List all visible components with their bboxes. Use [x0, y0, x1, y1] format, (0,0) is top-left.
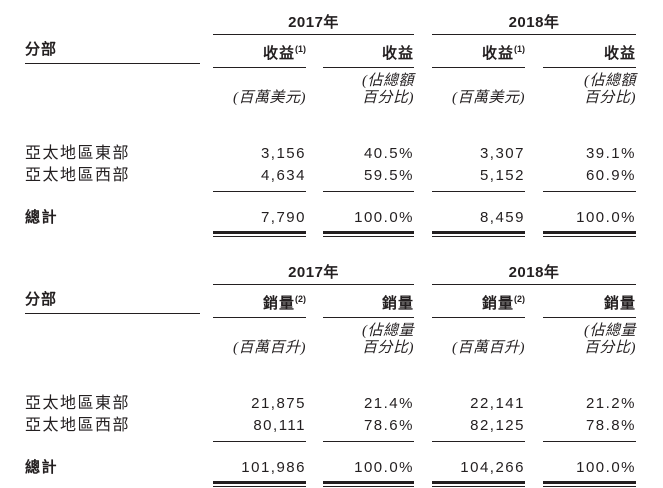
- column-header-label: 收益: [481, 45, 514, 62]
- total-value: 100.0%: [323, 209, 414, 237]
- total-label: 總計: [25, 209, 59, 226]
- row-label: 亞太地區東部: [25, 395, 131, 412]
- year-label-2017: 2017年: [288, 264, 339, 281]
- cell-value: 60.9%: [543, 165, 636, 192]
- column-header-label: 銷量: [481, 295, 514, 312]
- column-header-revenue-pct-2018: 收益: [543, 35, 636, 68]
- unit-note-hl-2017: (百萬百升): [213, 323, 306, 357]
- column-header-volume-2017: 銷量(2): [213, 285, 306, 318]
- note-line: (佔總額: [584, 73, 636, 89]
- year-group-2017: 2017年: [213, 264, 414, 285]
- column-header-label: 銷量: [381, 295, 414, 312]
- total-value: 8,459: [432, 209, 525, 237]
- year-label-2018: 2018年: [508, 264, 560, 281]
- table-row-apac-east: 亞太地區東部 3,156 40.5% 3,307 39.1%: [25, 143, 663, 165]
- note-line: 百分比): [362, 90, 414, 106]
- cell-value: 5,152: [432, 165, 525, 192]
- unit-note-hl-2018: (百萬百升): [432, 323, 525, 357]
- cell-value: 21,875: [251, 395, 306, 412]
- year-group-2018: 2018年: [432, 14, 636, 35]
- cell-value: 21.4%: [363, 395, 414, 412]
- year-label-2017: 2017年: [288, 14, 339, 31]
- unit-note-pct-2017: (佔總量 百分比): [323, 323, 414, 357]
- footnote-ref-1: (1): [514, 44, 525, 54]
- total-value: 100.0%: [543, 209, 636, 237]
- revenue-column-header-row: 分部 收益(1) 收益 收益(1) 收益: [25, 35, 663, 68]
- revenue-total-row: 總計 7,790 100.0% 8,459 100.0%: [25, 209, 663, 237]
- column-header-revenue-pct-2017: 收益: [323, 35, 414, 68]
- total-value: 104,266: [432, 459, 525, 487]
- total-value: 7,790: [213, 209, 306, 237]
- row-label: 亞太地區西部: [25, 167, 131, 184]
- year-label-2018: 2018年: [508, 14, 560, 31]
- unit-note-pct-2017: (佔總額 百分比): [323, 73, 414, 107]
- cell-value: 59.5%: [323, 165, 414, 192]
- segment-header: 分部: [25, 285, 200, 314]
- total-value: 100.0%: [323, 459, 414, 487]
- note-line: (百萬美元): [452, 90, 525, 106]
- row-label: 亞太地區東部: [25, 145, 131, 162]
- revenue-table: 2017年 2018年 分部 收益(1) 收益 收益(1) 收益: [25, 2, 663, 237]
- cell-value: 21.2%: [585, 395, 636, 412]
- column-header-volume-2018: 銷量(2): [432, 285, 525, 318]
- total-label: 總計: [25, 459, 59, 476]
- column-header-label: 銷量: [603, 295, 636, 312]
- total-value: 100.0%: [543, 459, 636, 487]
- cell-value: 40.5%: [363, 145, 414, 162]
- column-header-volume-pct-2017: 銷量: [323, 285, 414, 318]
- table-row-apac-east: 亞太地區東部 21,875 21.4% 22,141 21.2%: [25, 393, 663, 415]
- unit-note-usd-2018: (百萬美元): [432, 73, 525, 107]
- volume-data-rows: 亞太地區東部 21,875 21.4% 22,141 21.2% 亞太地區西部 …: [25, 393, 663, 442]
- footnote-ref-1: (1): [295, 44, 306, 54]
- volume-column-header-row: 分部 銷量(2) 銷量 銷量(2) 銷量: [25, 285, 663, 318]
- note-line: 百分比): [362, 340, 414, 356]
- total-value: 101,986: [213, 459, 306, 487]
- revenue-data-rows: 亞太地區東部 3,156 40.5% 3,307 39.1% 亞太地區西部 4,…: [25, 143, 663, 192]
- row-label: 亞太地區西部: [25, 417, 131, 434]
- table-row-apac-west: 亞太地區西部 4,634 59.5% 5,152 60.9%: [25, 165, 663, 192]
- table-row-apac-west: 亞太地區西部 80,111 78.6% 82,125 78.8%: [25, 415, 663, 442]
- volume-total-row: 總計 101,986 100.0% 104,266 100.0%: [25, 459, 663, 487]
- cell-value: 78.8%: [543, 415, 636, 442]
- unit-note-pct-2018: (佔總量 百分比): [543, 323, 636, 357]
- footnote-ref-2: (2): [295, 294, 306, 304]
- note-line: (佔總額: [362, 73, 414, 89]
- column-header-revenue-2017: 收益(1): [213, 35, 306, 68]
- note-line: (百萬百升): [452, 340, 525, 356]
- revenue-year-header-row: 2017年 2018年: [25, 14, 663, 35]
- column-header-volume-pct-2018: 銷量: [543, 285, 636, 318]
- note-line: (百萬美元): [233, 90, 306, 106]
- volume-table: 2017年 2018年 分部 銷量(2) 銷量 銷量(2) 銷量: [25, 252, 663, 487]
- column-header-label: 收益: [262, 45, 295, 62]
- cell-value: 22,141: [470, 395, 525, 412]
- cell-value: 39.1%: [585, 145, 636, 162]
- note-line: (佔總量: [362, 323, 414, 339]
- unit-note-usd-2017: (百萬美元): [213, 73, 306, 107]
- segment-header: 分部: [25, 35, 200, 64]
- cell-value: 82,125: [432, 415, 525, 442]
- note-line: 百分比): [584, 340, 636, 356]
- cell-value: 78.6%: [323, 415, 414, 442]
- cell-value: 80,111: [213, 415, 306, 442]
- column-header-label: 銷量: [262, 295, 295, 312]
- column-header-revenue-2018: 收益(1): [432, 35, 525, 68]
- cell-value: 3,156: [260, 145, 306, 162]
- volume-year-header-row: 2017年 2018年: [25, 264, 663, 285]
- column-header-label: 收益: [603, 45, 636, 62]
- column-header-label: 收益: [381, 45, 414, 62]
- note-line: 百分比): [584, 90, 636, 106]
- cell-value: 3,307: [479, 145, 525, 162]
- volume-unit-note-row: (百萬百升) (佔總量 百分比) (百萬百升) (佔總量 百分比): [25, 323, 663, 357]
- footnote-ref-2: (2): [514, 294, 525, 304]
- revenue-unit-note-row: (百萬美元) (佔總額 百分比) (百萬美元) (佔總額 百分比): [25, 73, 663, 107]
- cell-value: 4,634: [213, 165, 306, 192]
- year-group-2017: 2017年: [213, 14, 414, 35]
- year-group-2018: 2018年: [432, 264, 636, 285]
- note-line: (百萬百升): [233, 340, 306, 356]
- unit-note-pct-2018: (佔總額 百分比): [543, 73, 636, 107]
- note-line: (佔總量: [584, 323, 636, 339]
